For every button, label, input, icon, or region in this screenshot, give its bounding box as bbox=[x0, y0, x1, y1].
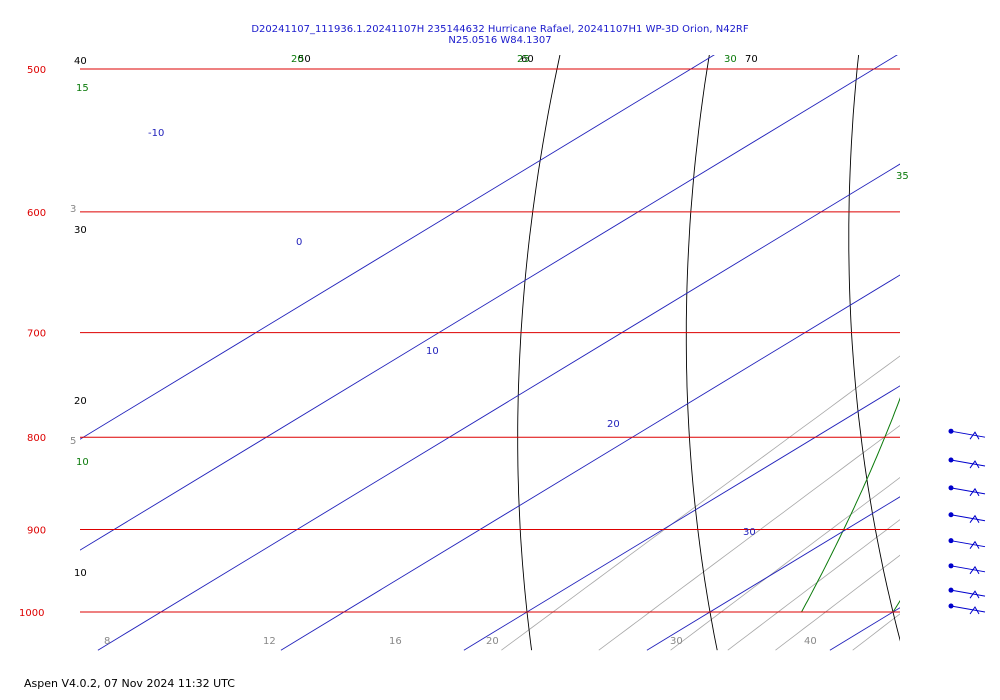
isotherm-line bbox=[646, 496, 900, 651]
wind-barb bbox=[948, 603, 986, 615]
isotherm-line bbox=[80, 55, 898, 551]
mixing-ratio-line bbox=[852, 613, 900, 651]
moist-adiabat-label: 35 bbox=[896, 171, 909, 182]
moist-adiabat-label: 20 bbox=[291, 54, 304, 65]
wind-barb-staff bbox=[950, 487, 986, 495]
wind-barb-staff bbox=[950, 514, 986, 522]
wind-barb bbox=[948, 587, 986, 599]
isotherm-label: 30 bbox=[743, 527, 756, 538]
mixing-ratio-label: 16 bbox=[389, 636, 402, 647]
isotherm-line bbox=[280, 274, 900, 651]
dry-adiabat-line bbox=[517, 55, 561, 651]
wind-barb-staff bbox=[950, 605, 986, 613]
wind-barb bbox=[948, 512, 986, 523]
mixing-ratio-label: 8 bbox=[104, 636, 110, 647]
wind-barb bbox=[948, 457, 986, 469]
pressure-tick-label: 1000 bbox=[19, 608, 44, 619]
dry-adiabat-label: 70 bbox=[745, 54, 758, 65]
mixing-ratio-label: 3 bbox=[70, 204, 76, 215]
dry-adiabat-line bbox=[685, 55, 718, 651]
mixing-ratio-line bbox=[727, 519, 900, 651]
isotherm-label: -10 bbox=[148, 128, 164, 139]
dry-adiabat-label: 10 bbox=[74, 568, 87, 579]
moist-adiabat-line bbox=[801, 397, 900, 613]
mixing-ratio-line bbox=[501, 355, 900, 651]
wind-barb-staff bbox=[950, 565, 986, 573]
moist-adiabat-label: 10 bbox=[76, 457, 89, 468]
isotherm-label: 10 bbox=[426, 346, 439, 357]
wind-barb bbox=[948, 538, 986, 549]
dry-adiabat-label: 40 bbox=[74, 56, 87, 67]
wind-barb-flag bbox=[969, 606, 980, 615]
moist-adiabat-line bbox=[892, 600, 900, 613]
pressure-tick-label: 500 bbox=[27, 65, 46, 76]
isotherm-line bbox=[97, 163, 900, 651]
mixing-ratio-label: 30 bbox=[670, 636, 683, 647]
pressure-tick-label: 600 bbox=[27, 208, 46, 219]
isotherm-line bbox=[80, 55, 715, 440]
mixing-ratio-line bbox=[598, 424, 900, 651]
dry-adiabat-label: 50 bbox=[298, 54, 311, 65]
isotherm-label: 20 bbox=[607, 419, 620, 430]
pressure-tick-label: 700 bbox=[27, 329, 46, 340]
pressure-tick-label: 800 bbox=[27, 433, 46, 444]
wind-barb-flag bbox=[969, 460, 980, 469]
moist-adiabat-label: 30 bbox=[724, 54, 737, 65]
mixing-ratio-label: 20 bbox=[486, 636, 499, 647]
isotherm-line bbox=[463, 385, 900, 651]
mixing-ratio-line bbox=[670, 477, 900, 651]
mixing-ratio-label: 12 bbox=[263, 636, 276, 647]
wind-barb-flag bbox=[969, 590, 980, 599]
wind-barb-flag bbox=[969, 487, 980, 497]
moist-adiabat-line bbox=[985, 37, 1000, 612]
moist-adiabat-label: 25 bbox=[517, 54, 530, 65]
dry-adiabat-label: 60 bbox=[521, 54, 534, 65]
mixing-ratio-label: 5 bbox=[70, 436, 76, 447]
chart-title: D20241107_111936.1.20241107H 235144632 H… bbox=[251, 24, 749, 35]
dry-adiabat-label: 30 bbox=[74, 225, 87, 236]
wind-barb-staff bbox=[950, 430, 986, 438]
mixing-ratio-line bbox=[775, 554, 900, 651]
wind-barb-staff bbox=[950, 459, 986, 467]
isotherm-label: 0 bbox=[296, 237, 302, 248]
wind-barb bbox=[948, 485, 986, 497]
dry-adiabat-line bbox=[848, 55, 900, 642]
wind-barb bbox=[948, 563, 986, 575]
mixing-ratio-label: 40 bbox=[804, 636, 817, 647]
chart-subtitle-location: N25.0516 W84.1307 bbox=[448, 35, 552, 46]
footer-version-text: Aspen V4.0.2, 07 Nov 2024 11:32 UTC bbox=[24, 677, 235, 690]
plot-lines bbox=[80, 37, 1000, 651]
mixing-ratio-line bbox=[966, 37, 1000, 650]
wind-barb bbox=[948, 428, 986, 440]
wind-barb-flag bbox=[969, 540, 980, 549]
wind-barb-flag bbox=[969, 565, 980, 575]
wind-barb-flag bbox=[969, 431, 980, 440]
pressure-tick-label: 900 bbox=[27, 525, 46, 536]
wind-barb-flag bbox=[969, 514, 980, 523]
wind-barb-staff bbox=[950, 540, 986, 548]
mixing-ratio-line bbox=[914, 37, 1000, 650]
wind-barb-staff bbox=[950, 589, 986, 597]
isotherm-line bbox=[829, 607, 900, 651]
moist-adiabat-label: 15 bbox=[76, 83, 89, 94]
dry-adiabat-label: 20 bbox=[74, 396, 87, 407]
